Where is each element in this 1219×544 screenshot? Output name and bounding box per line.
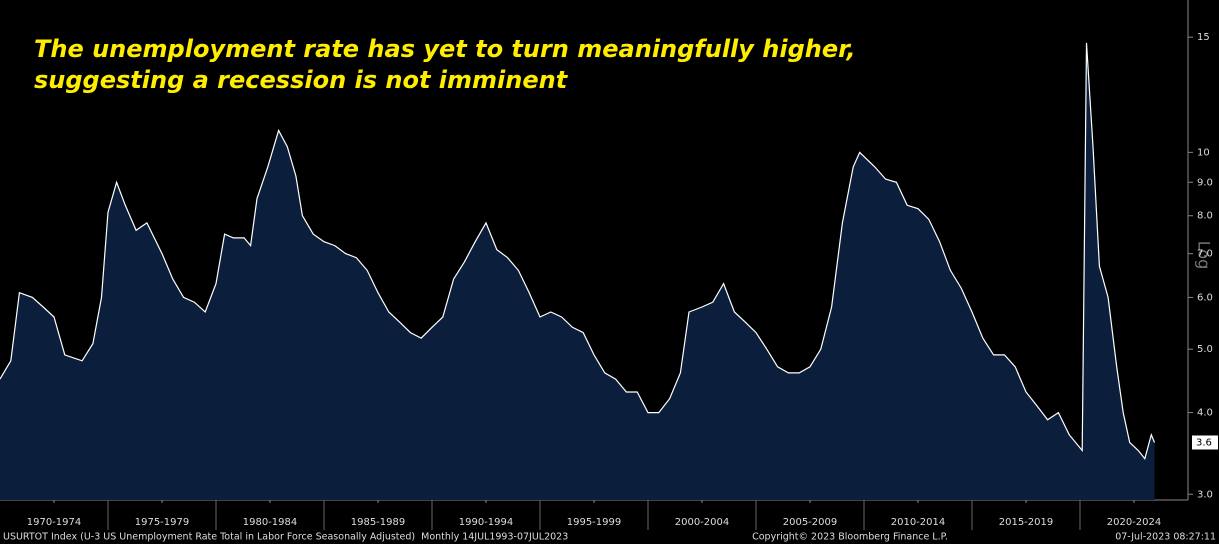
source-note: USURTOT Index (U-3 US Unemployment Rate …: [3, 532, 568, 543]
scale-label: Log: [1195, 241, 1214, 270]
y-tick-label: 6.0: [1197, 292, 1213, 303]
x-tick-label: 2000-2004: [675, 517, 730, 528]
y-tick-label: 10: [1197, 147, 1210, 158]
y-tick-label: 9.0: [1197, 177, 1213, 188]
x-tick-label: 1995-1999: [567, 517, 622, 528]
x-tick-label: 2005-2009: [783, 517, 838, 528]
last-value-label: 3.6: [1196, 437, 1212, 448]
y-tick-label: 3.0: [1197, 489, 1213, 500]
x-tick-label: 2010-2014: [891, 517, 946, 528]
copyright: Copyright© 2023 Bloomberg Finance L.P.: [752, 532, 948, 543]
y-tick-label: 4.0: [1197, 408, 1213, 419]
y-tick-label: 7.0: [1197, 249, 1213, 260]
x-tick-label: 2020-2024: [1107, 517, 1162, 528]
x-tick-label: 1985-1989: [351, 517, 406, 528]
area-fill: [0, 42, 1155, 501]
x-tick-label: 1980-1984: [243, 517, 298, 528]
x-tick-label: 1990-1994: [459, 517, 514, 528]
last-value-box: [1192, 435, 1218, 450]
y-tick-label: 8.0: [1197, 211, 1213, 222]
x-tick-label: 2015-2019: [999, 517, 1054, 528]
series-line: [0, 42, 1156, 461]
x-tick-label: 1975-1979: [135, 517, 190, 528]
chart-title: The unemployment rate has yet to turn me…: [34, 35, 856, 94]
x-tick-label: 1970-1974: [27, 517, 82, 528]
y-tick-label: 15: [1197, 32, 1210, 43]
timestamp: 07-Jul-2023 08:27:11: [1115, 532, 1216, 543]
y-tick-label: 5.0: [1197, 344, 1213, 355]
